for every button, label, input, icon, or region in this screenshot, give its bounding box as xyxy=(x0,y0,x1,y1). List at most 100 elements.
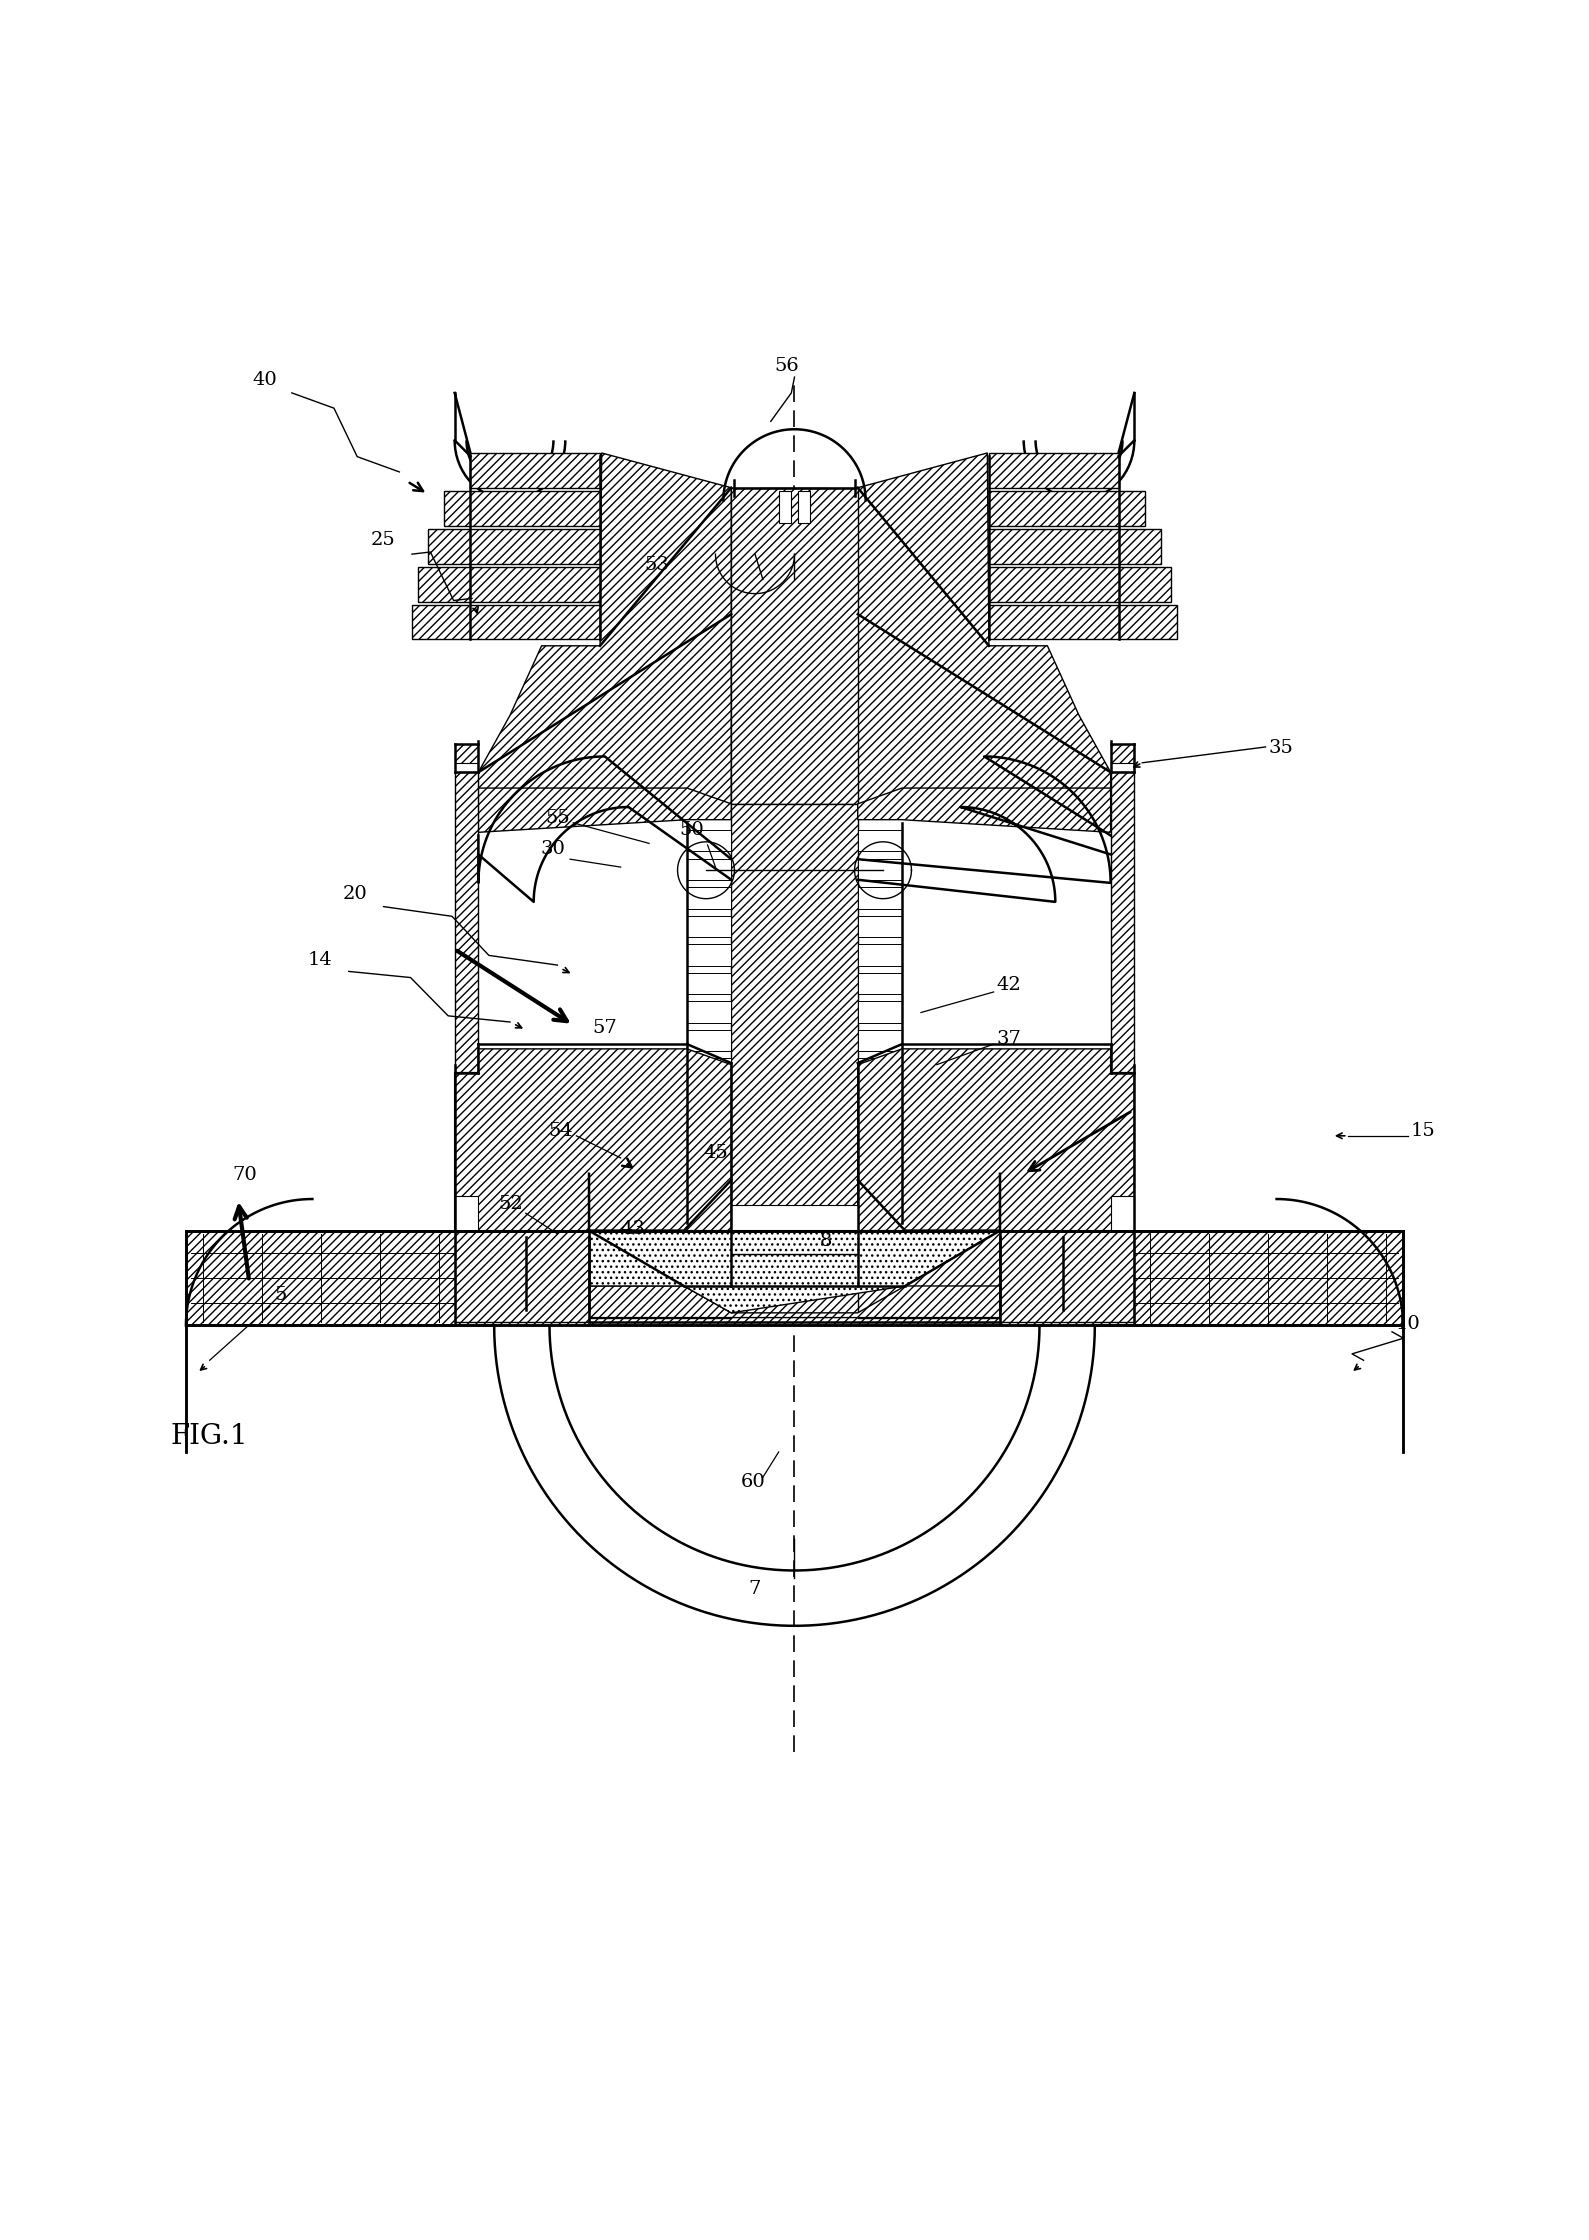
Text: 52: 52 xyxy=(497,1194,523,1212)
Text: 54: 54 xyxy=(548,1122,574,1140)
Text: 5: 5 xyxy=(275,1286,288,1304)
Bar xyxy=(686,1030,731,1051)
Bar xyxy=(526,1250,570,1257)
Bar xyxy=(999,1270,1044,1279)
Bar xyxy=(858,1201,903,1223)
Polygon shape xyxy=(590,1286,999,1317)
Bar xyxy=(526,1301,570,1310)
Bar xyxy=(686,1001,731,1024)
Text: 57: 57 xyxy=(593,1019,617,1037)
Bar xyxy=(858,945,903,965)
Bar xyxy=(526,1239,570,1248)
Polygon shape xyxy=(590,1230,731,1317)
Bar xyxy=(1111,744,1135,764)
Bar xyxy=(731,1205,858,1230)
Text: 35: 35 xyxy=(1268,739,1293,757)
Bar xyxy=(988,452,1119,488)
Bar xyxy=(412,605,602,638)
Text: 40: 40 xyxy=(253,372,278,390)
Bar xyxy=(999,1259,1044,1268)
Bar xyxy=(999,1290,1044,1299)
Bar xyxy=(858,1030,903,1051)
Bar xyxy=(686,1201,731,1223)
Polygon shape xyxy=(858,788,1111,833)
Bar xyxy=(443,491,602,526)
Bar xyxy=(858,858,903,880)
Bar xyxy=(686,1086,731,1109)
Bar xyxy=(858,1060,903,1080)
Bar xyxy=(999,1301,1044,1310)
Text: 14: 14 xyxy=(308,952,332,970)
Text: 37: 37 xyxy=(996,1030,1022,1048)
Text: 50: 50 xyxy=(680,822,704,840)
Text: 20: 20 xyxy=(343,885,367,903)
Polygon shape xyxy=(999,1230,1135,1322)
Polygon shape xyxy=(731,488,858,804)
Bar xyxy=(987,491,1146,526)
Text: 10: 10 xyxy=(1395,1315,1421,1333)
Bar xyxy=(454,744,478,764)
Bar xyxy=(737,1230,766,1286)
Bar xyxy=(987,529,1162,564)
Bar xyxy=(686,972,731,995)
Bar xyxy=(686,831,731,851)
Bar xyxy=(798,491,810,522)
Bar xyxy=(858,1001,903,1024)
Text: 7: 7 xyxy=(748,1579,761,1597)
Bar xyxy=(686,1116,731,1138)
Polygon shape xyxy=(858,452,1111,804)
Bar xyxy=(686,1060,731,1080)
Polygon shape xyxy=(186,1230,1403,1326)
Bar xyxy=(686,916,731,936)
Bar xyxy=(858,1174,903,1194)
Bar xyxy=(999,1239,1044,1248)
Bar xyxy=(454,1196,478,1230)
Polygon shape xyxy=(454,1048,731,1230)
Bar xyxy=(999,1250,1044,1257)
Polygon shape xyxy=(858,1230,999,1317)
Text: 60: 60 xyxy=(740,1472,766,1490)
Text: 25: 25 xyxy=(372,531,396,549)
Bar xyxy=(858,1145,903,1165)
Bar xyxy=(858,1116,903,1138)
Text: 45: 45 xyxy=(702,1145,728,1163)
Text: 15: 15 xyxy=(1411,1122,1436,1140)
Bar xyxy=(427,529,602,564)
Text: FIG.1: FIG.1 xyxy=(172,1422,248,1449)
Polygon shape xyxy=(1111,773,1135,1073)
Bar xyxy=(686,1174,731,1194)
Bar xyxy=(987,605,1177,638)
Bar xyxy=(858,831,903,851)
Bar xyxy=(858,887,903,909)
Text: 42: 42 xyxy=(996,977,1022,995)
Text: 43: 43 xyxy=(621,1221,645,1239)
Polygon shape xyxy=(478,452,731,804)
Bar xyxy=(686,887,731,909)
Bar xyxy=(470,452,601,488)
Bar xyxy=(686,1145,731,1165)
Bar xyxy=(858,972,903,995)
Bar xyxy=(858,916,903,936)
Text: 56: 56 xyxy=(774,356,799,374)
Polygon shape xyxy=(454,773,478,1073)
Bar xyxy=(418,567,602,603)
Bar xyxy=(686,858,731,880)
Polygon shape xyxy=(478,788,731,833)
Text: 30: 30 xyxy=(540,840,566,858)
Text: 53: 53 xyxy=(645,556,669,573)
Bar xyxy=(526,1281,570,1288)
Bar xyxy=(823,1230,852,1286)
Bar xyxy=(779,491,791,522)
Text: 55: 55 xyxy=(545,809,570,827)
Polygon shape xyxy=(454,1230,590,1322)
Polygon shape xyxy=(858,1048,1135,1230)
Bar xyxy=(686,945,731,965)
Polygon shape xyxy=(590,1230,999,1313)
Bar xyxy=(999,1281,1044,1288)
Text: 8: 8 xyxy=(820,1232,833,1250)
Bar xyxy=(987,567,1171,603)
Bar xyxy=(526,1270,570,1279)
Polygon shape xyxy=(731,804,858,1230)
Bar xyxy=(526,1259,570,1268)
Bar xyxy=(526,1290,570,1299)
